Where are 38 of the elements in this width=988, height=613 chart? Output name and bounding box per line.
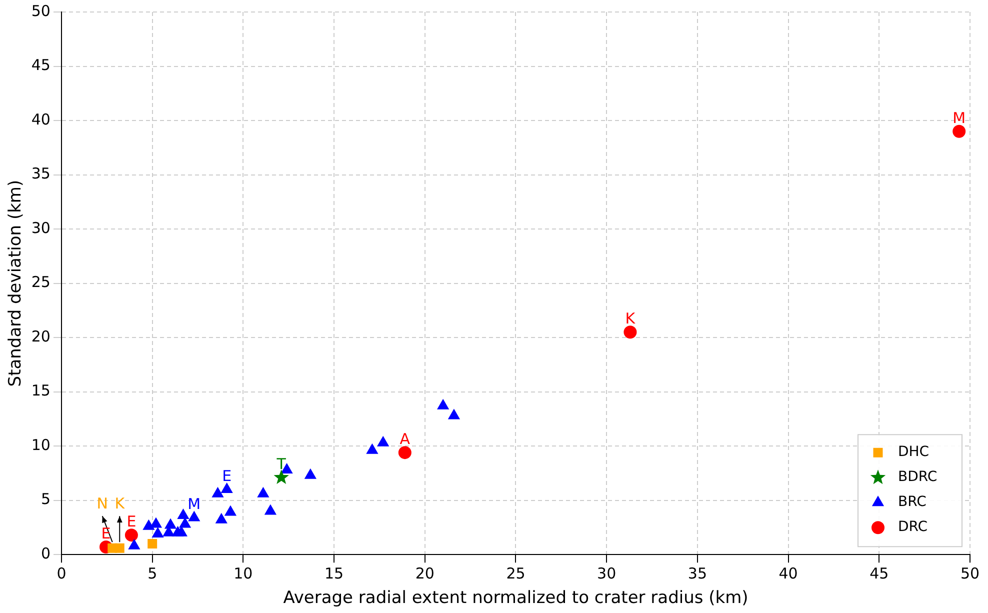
y-tick-label: 15 [31, 382, 50, 400]
y-tick-label: 50 [31, 2, 50, 20]
annotation: K [114, 494, 126, 512]
x-tick-label: 15 [324, 564, 344, 582]
y-tick-label: 10 [31, 436, 50, 454]
legend-label: BRC [898, 494, 927, 510]
y-tick-label: 35 [31, 164, 50, 183]
legend-label: BDRC [898, 469, 938, 486]
y-tick-label: 45 [31, 56, 50, 74]
legend-label: DRC [898, 519, 928, 536]
x-tick-label: 25 [506, 564, 526, 582]
annotation: T [276, 454, 287, 473]
x-tick-label: 45 [870, 564, 889, 582]
annotation: A [400, 430, 411, 448]
x-axis-title: Average radial extent normalized to crater radius (km) [283, 588, 748, 608]
x-tick-label: 35 [688, 564, 707, 582]
y-tick-label: 0 [40, 544, 50, 562]
y-tick-label: 40 [31, 110, 50, 128]
annotation: E [126, 512, 136, 530]
y-axis-title: Standard deviation (km) [6, 180, 26, 387]
annotation: M [188, 495, 201, 514]
annotation: K [625, 310, 636, 328]
x-tick-label: 20 [415, 564, 434, 582]
x-tick-label: 40 [778, 564, 798, 582]
y-tick-label: 25 [31, 273, 50, 292]
y-tick-label: 5 [40, 490, 50, 508]
y-tick-label: 20 [31, 327, 50, 346]
y-tick-label: 30 [31, 218, 50, 237]
legend-label: DHC [898, 444, 930, 460]
annotation: N [96, 494, 108, 512]
x-tick-label: 10 [234, 564, 253, 582]
x-tick-label: 0 [56, 564, 66, 582]
annotation: E [222, 466, 232, 485]
x-tick-label: 50 [960, 564, 980, 582]
annotation: E [101, 524, 111, 542]
annotation: M [952, 108, 966, 127]
x-tick-label: 5 [148, 564, 158, 582]
x-tick-label: 30 [597, 564, 616, 582]
